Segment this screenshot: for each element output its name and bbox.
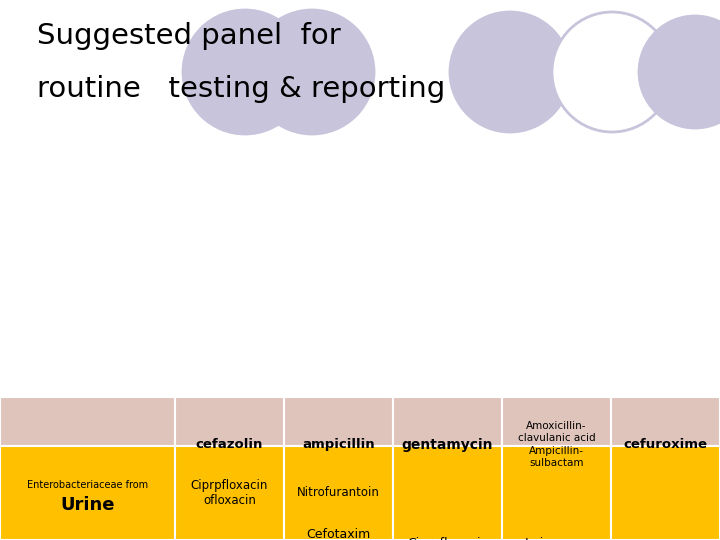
Bar — [0, 397, 175, 540]
Bar — [611, 492, 720, 540]
Ellipse shape — [250, 10, 374, 134]
Bar — [393, 492, 502, 540]
Bar — [175, 446, 284, 540]
Bar — [284, 492, 393, 540]
Text: Amoxicillin-
clavulanic acid
Ampicillin-
sulbactam: Amoxicillin- clavulanic acid Ampicillin-… — [518, 421, 595, 468]
Bar — [175, 492, 284, 540]
Bar — [502, 397, 611, 492]
Text: routine   testing & reporting: routine testing & reporting — [37, 75, 445, 103]
Text: cefuroxime: cefuroxime — [624, 438, 708, 451]
Bar — [611, 397, 720, 492]
Text: cefazolin: cefazolin — [196, 438, 264, 451]
Text: Suggested panel  for: Suggested panel for — [37, 22, 341, 50]
Text: gentamycin: gentamycin — [402, 437, 493, 451]
Bar — [175, 397, 284, 492]
Text: Cefotaxim
Ceftizoxime
ceftriaxone: Cefotaxim Ceftizoxime ceftriaxone — [302, 529, 375, 540]
Bar — [284, 397, 393, 492]
Text: Ciprofloxacin
levofloxacin: Ciprofloxacin levofloxacin — [407, 537, 488, 540]
Ellipse shape — [183, 10, 307, 134]
Text: ampicillin: ampicillin — [302, 438, 375, 451]
Ellipse shape — [450, 12, 570, 132]
Bar — [502, 446, 611, 540]
Text: Ciprpfloxacin
ofloxacin: Ciprpfloxacin ofloxacin — [191, 478, 268, 508]
Text: Imipenem
meropenem: Imipenem meropenem — [518, 537, 595, 540]
Bar — [611, 446, 720, 540]
Bar — [393, 397, 502, 492]
Text: Nitrofurantoin: Nitrofurantoin — [297, 487, 380, 500]
Ellipse shape — [639, 16, 720, 128]
Ellipse shape — [552, 12, 672, 132]
Bar — [0, 0, 720, 397]
Text: Urine: Urine — [60, 496, 114, 514]
Text: Enterobacteriaceae from: Enterobacteriaceae from — [27, 480, 148, 490]
Bar — [0, 446, 175, 540]
Bar — [393, 446, 502, 540]
Bar — [502, 492, 611, 540]
Bar — [284, 446, 393, 540]
